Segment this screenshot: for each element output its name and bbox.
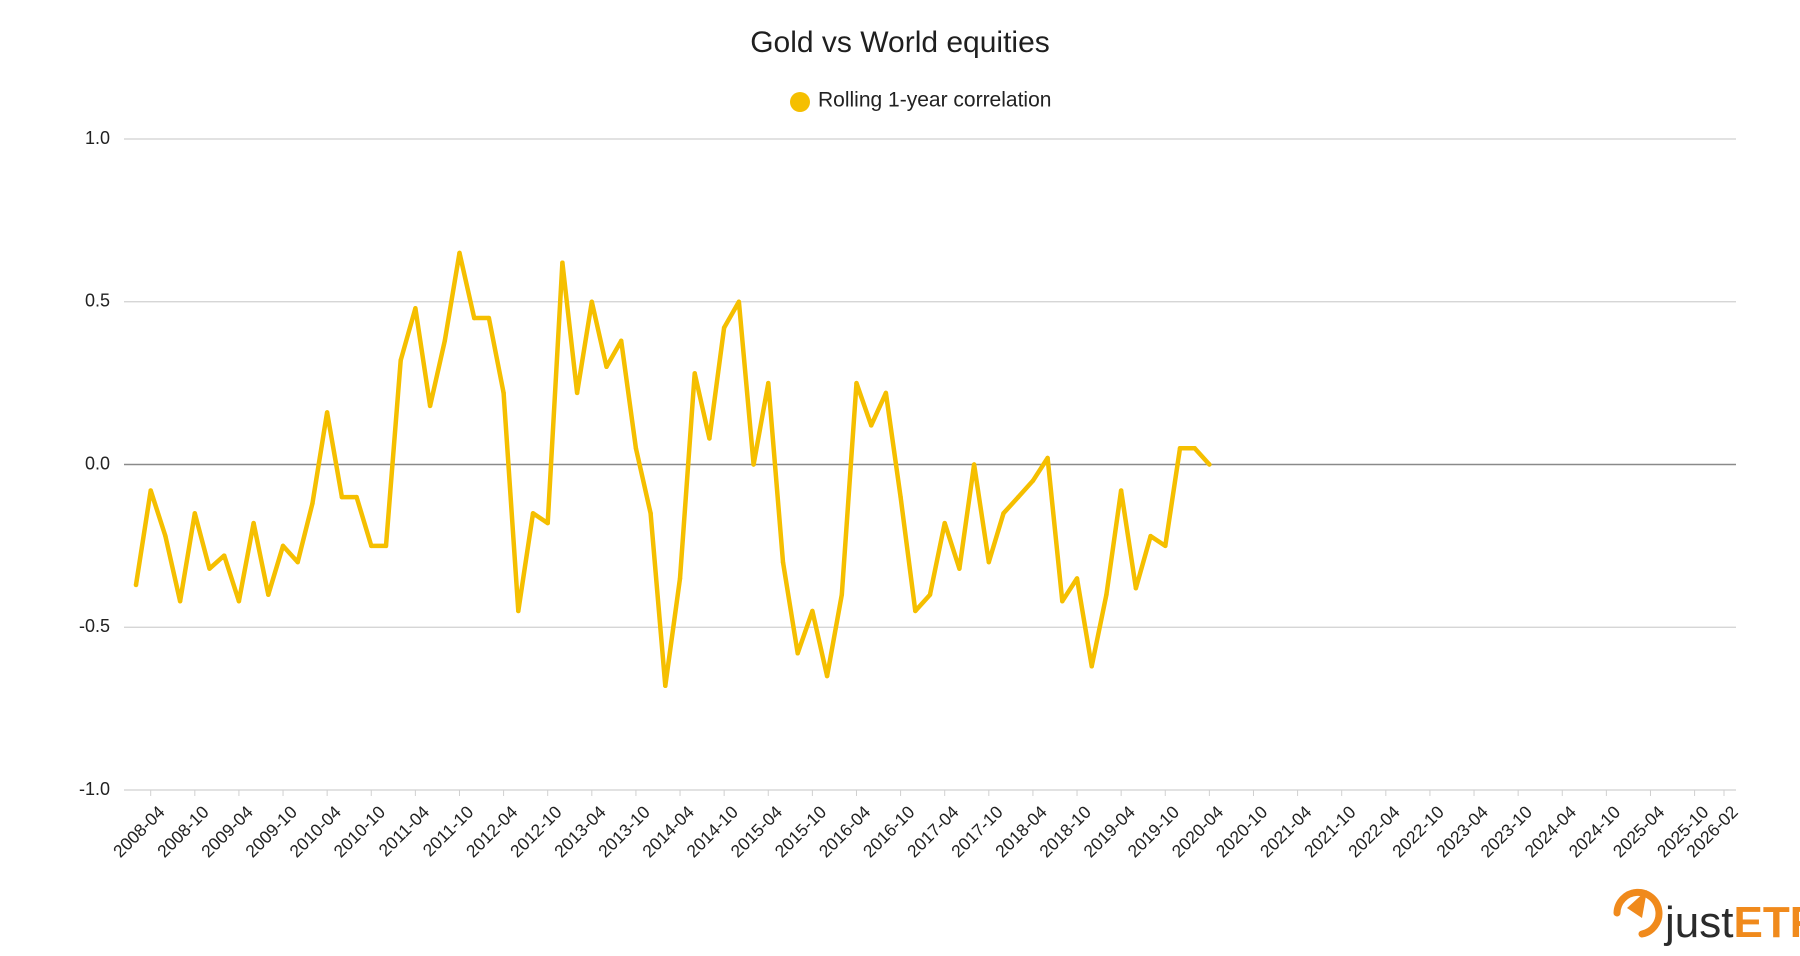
- data-point[interactable]: [501, 390, 506, 396]
- data-point[interactable]: [986, 559, 992, 565]
- data-point[interactable]: [1001, 511, 1006, 516]
- chart-title: Gold vs World equities: [750, 26, 1050, 59]
- data-point[interactable]: [1133, 585, 1139, 591]
- data-point[interactable]: [280, 543, 286, 549]
- data-point[interactable]: [795, 651, 800, 656]
- data-point[interactable]: [810, 608, 815, 614]
- data-point[interactable]: [1045, 455, 1050, 461]
- justetf-swirl-icon: [1613, 888, 1663, 938]
- data-point[interactable]: [648, 511, 653, 516]
- data-point[interactable]: [1060, 599, 1065, 604]
- data-point[interactable]: [163, 533, 168, 539]
- data-point[interactable]: [677, 576, 683, 581]
- data-point[interactable]: [310, 501, 315, 506]
- data-point[interactable]: [1207, 462, 1212, 467]
- data-point[interactable]: [780, 559, 786, 565]
- data-point[interactable]: [383, 543, 389, 549]
- data-point[interactable]: [339, 494, 345, 500]
- data-point[interactable]: [413, 306, 418, 311]
- data-point[interactable]: [324, 410, 330, 415]
- gridlines: [124, 138, 1736, 791]
- data-point[interactable]: [222, 553, 227, 558]
- data-point[interactable]: [1148, 533, 1153, 539]
- data-point[interactable]: [957, 566, 962, 571]
- y-tick-label: -1.0: [79, 779, 110, 799]
- data-point[interactable]: [1089, 664, 1094, 669]
- y-tick-label: -0.5: [79, 616, 110, 636]
- x-axis-ticks: 2008-042008-102009-042009-102010-042010-…: [109, 790, 1742, 861]
- data-point[interactable]: [633, 446, 639, 451]
- data-point[interactable]: [1104, 592, 1109, 597]
- data-point[interactable]: [545, 520, 550, 526]
- data-point[interactable]: [251, 520, 256, 526]
- data-point[interactable]: [898, 494, 903, 500]
- data-point[interactable]: [133, 582, 139, 588]
- data-point[interactable]: [398, 358, 403, 363]
- data-point[interactable]: [442, 338, 447, 344]
- data-point[interactable]: [1016, 494, 1021, 500]
- data-point[interactable]: [192, 511, 198, 516]
- data-point[interactable]: [457, 250, 462, 256]
- data-point[interactable]: [883, 390, 889, 396]
- data-point[interactable]: [1163, 543, 1168, 549]
- data-point[interactable]: [1074, 576, 1080, 581]
- data-point[interactable]: [354, 494, 359, 500]
- data-point[interactable]: [971, 462, 977, 467]
- data-point[interactable]: [839, 592, 844, 597]
- data-point[interactable]: [471, 315, 477, 321]
- legend-label: Rolling 1-year correlation: [818, 89, 1051, 112]
- data-point[interactable]: [854, 380, 859, 386]
- data-point[interactable]: [824, 673, 830, 679]
- logo-just-text: just: [1663, 898, 1733, 947]
- data-point[interactable]: [619, 338, 624, 344]
- data-point[interactable]: [1192, 446, 1197, 451]
- data-point[interactable]: [663, 683, 668, 689]
- data-point[interactable]: [692, 371, 697, 376]
- data-point[interactable]: [751, 462, 756, 467]
- data-point[interactable]: [530, 511, 536, 516]
- y-tick-label: 0.5: [85, 291, 110, 311]
- data-point[interactable]: [766, 380, 771, 386]
- data-point[interactable]: [721, 325, 727, 330]
- legend[interactable]: Rolling 1-year correlation: [790, 89, 1051, 112]
- y-tick-label: 0.0: [85, 453, 110, 473]
- data-point[interactable]: [427, 403, 433, 409]
- data-point[interactable]: [236, 599, 242, 604]
- data-point[interactable]: [1030, 478, 1036, 483]
- data-point[interactable]: [177, 599, 183, 604]
- logo-etf-text: ETF: [1733, 898, 1800, 947]
- data-point[interactable]: [148, 488, 153, 493]
- data-point[interactable]: [1118, 488, 1124, 493]
- data-point[interactable]: [574, 390, 580, 396]
- data-point[interactable]: [736, 299, 742, 304]
- data-point[interactable]: [560, 260, 565, 265]
- legend-marker: [790, 92, 810, 112]
- data-point[interactable]: [266, 592, 271, 597]
- data-point[interactable]: [927, 592, 933, 597]
- data-point[interactable]: [604, 364, 609, 370]
- data-point[interactable]: [486, 315, 492, 321]
- data-point[interactable]: [707, 436, 712, 441]
- data-point[interactable]: [1177, 446, 1183, 451]
- series: [133, 250, 1212, 689]
- data-point[interactable]: [913, 608, 918, 614]
- data-point[interactable]: [942, 520, 947, 526]
- y-axis-ticks: 1.0 0.5 0.0 -0.5 -1.0: [79, 128, 110, 799]
- y-tick-label: 1.0: [85, 128, 110, 148]
- data-point[interactable]: [207, 566, 212, 571]
- justetf-logo[interactable]: justETF: [1613, 888, 1800, 947]
- series-line: [133, 250, 1212, 689]
- data-point[interactable]: [589, 299, 595, 304]
- data-point[interactable]: [369, 543, 374, 549]
- data-point[interactable]: [868, 423, 874, 428]
- logo-wordmark: justETF: [1663, 898, 1800, 947]
- data-point[interactable]: [295, 559, 300, 565]
- data-point[interactable]: [516, 608, 521, 614]
